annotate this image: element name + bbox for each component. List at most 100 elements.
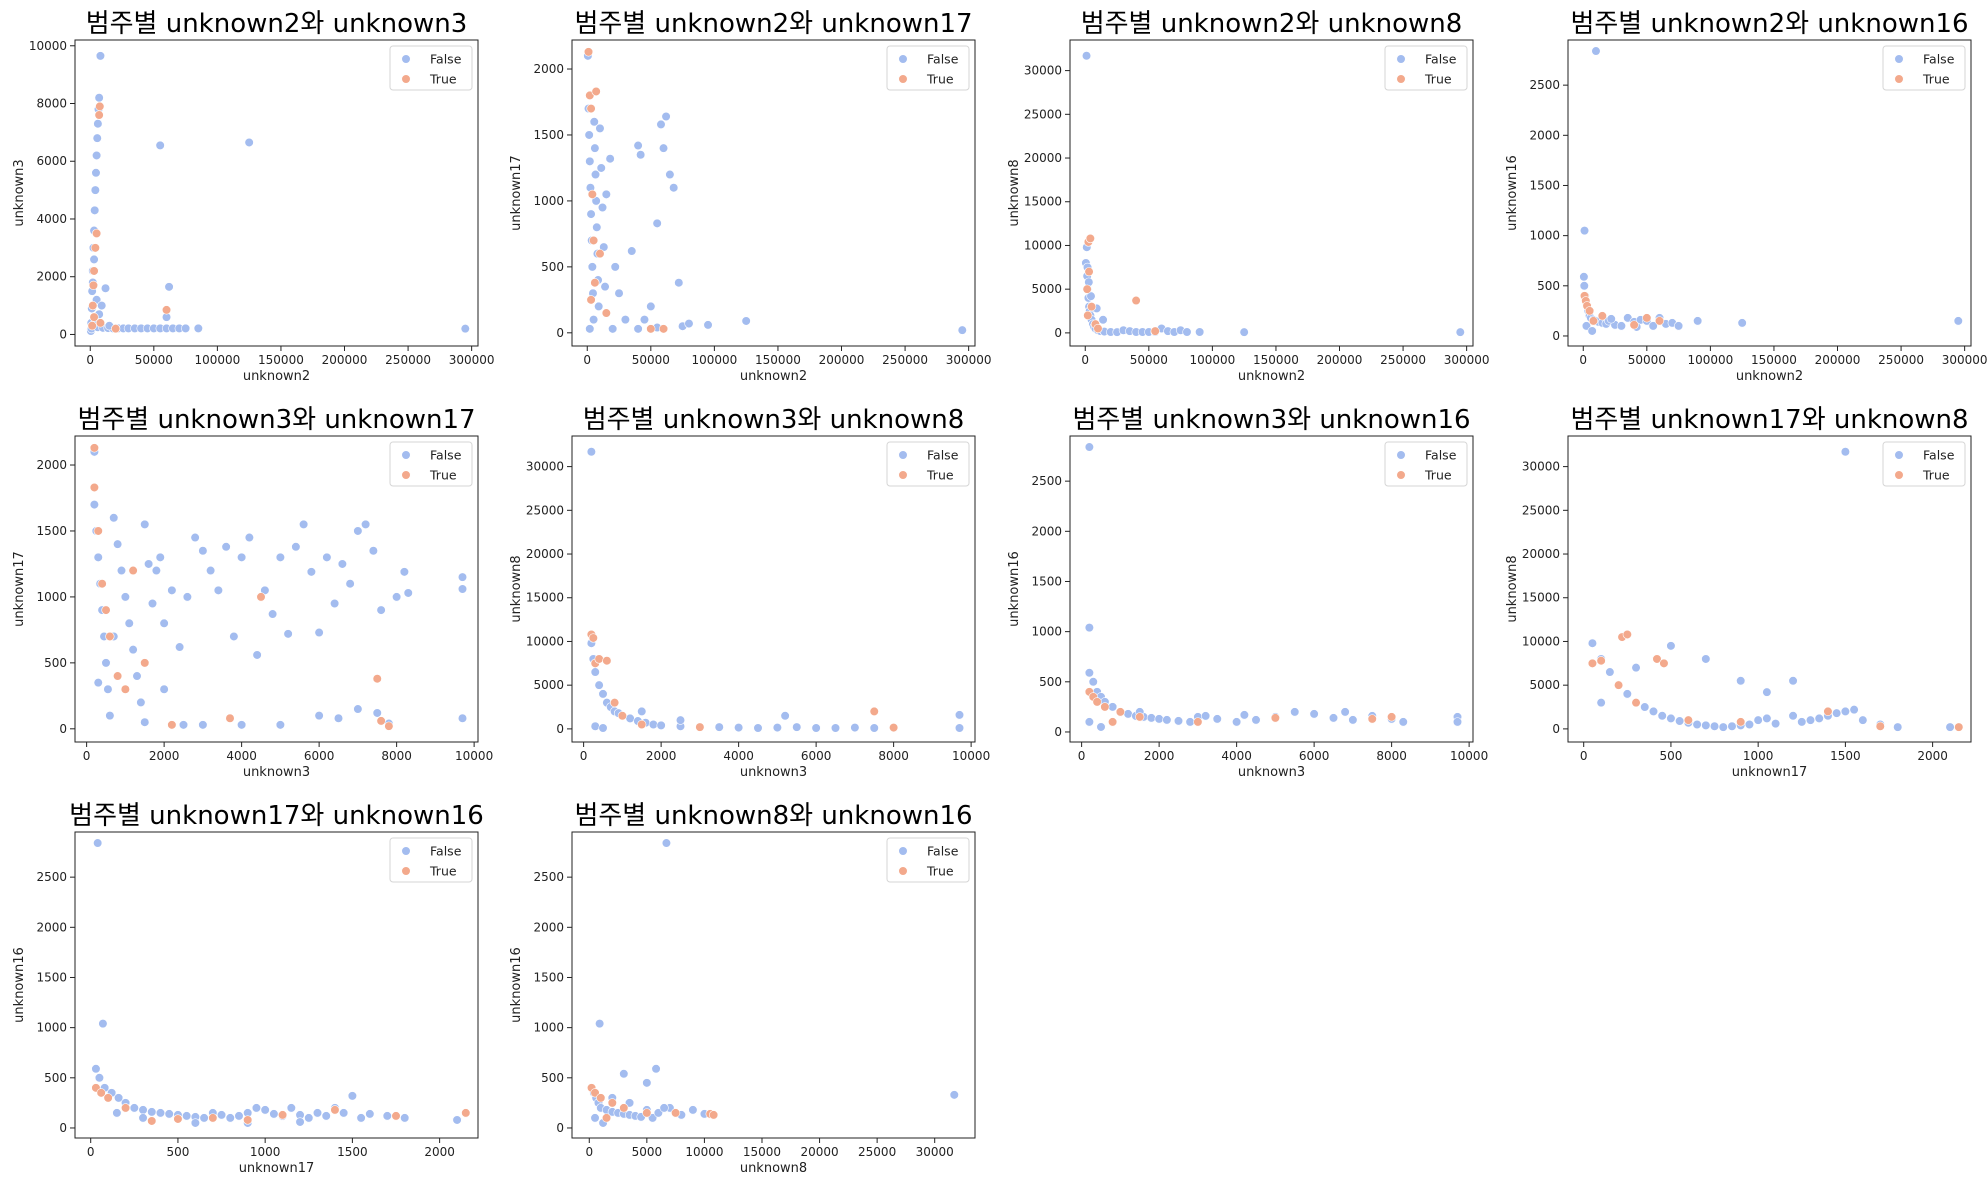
data-point-false (1953, 316, 1963, 326)
data-point-false (1195, 327, 1205, 337)
data-point-false (850, 722, 860, 733)
data-point-true (1093, 323, 1103, 334)
data-point-true (1084, 267, 1094, 277)
y-tick-label: 2500 (1031, 474, 1062, 488)
data-point-false (159, 618, 169, 628)
y-tick-label: 5000 (1529, 678, 1560, 692)
data-point-false (199, 1113, 209, 1123)
y-tick-label: 2500 (533, 870, 564, 884)
data-point-false (182, 592, 192, 602)
y-tick-label: 0 (1054, 725, 1062, 739)
data-point-false (614, 288, 624, 298)
data-point-false (1701, 720, 1711, 730)
y-tick-label: 15000 (1522, 591, 1560, 605)
y-tick-label: 2000 (1529, 128, 1560, 142)
data-point-false (1185, 717, 1195, 727)
y-axis-label: unknown8 (509, 555, 524, 622)
data-point-false (1788, 676, 1798, 686)
data-point-false (353, 526, 363, 536)
x-tick-label: 1000 (1743, 749, 1774, 763)
data-point-false (1675, 716, 1685, 726)
data-point-false (345, 579, 355, 589)
plot-frame (571, 435, 976, 743)
data-point-false (1579, 226, 1590, 236)
data-point-false (1232, 717, 1242, 727)
data-point-true (1652, 654, 1662, 664)
subplot-6: 범주별 unknown3와 unknown8 0 2000 4000 6000 8000 1… (509, 405, 990, 780)
data-point-true (88, 300, 98, 311)
data-point-false (144, 559, 154, 569)
data-point-false (590, 721, 600, 731)
x-axis-label: unknown17 (239, 1161, 315, 1176)
legend-label-false: False (1425, 52, 1457, 67)
y-axis-label: unknown17 (12, 551, 27, 627)
x-tick-label: 0 (1580, 749, 1588, 763)
data-point-false (1108, 702, 1118, 712)
subplot-title: 범주별 unknown3와 unknown16 (1072, 405, 1470, 435)
data-point-false (128, 645, 138, 655)
data-point-false (1893, 722, 1903, 732)
data-point-false (392, 592, 402, 602)
x-tick-label: 8000 (381, 749, 412, 763)
data-point-false (957, 325, 967, 335)
data-point-false (1086, 291, 1096, 301)
subplot-7: 범주별 unknown3와 unknown16 0 2000 4000 6000 8000… (1007, 405, 1488, 780)
data-point-true (594, 654, 604, 664)
x-axis-label: unknown17 (1732, 765, 1808, 780)
data-point-false (1154, 714, 1164, 724)
data-point-true (1367, 714, 1377, 724)
legend-label-false: False (1425, 448, 1457, 463)
legend-label-true: True (429, 468, 457, 483)
data-point-false (457, 584, 468, 594)
data-point-false (182, 1111, 192, 1121)
data-point-false (98, 1019, 108, 1029)
y-tick-label: 5000 (1031, 282, 1062, 296)
data-point-false (608, 324, 618, 334)
data-point-true (590, 1088, 600, 1098)
y-tick-label: 1000 (1031, 625, 1062, 639)
y-tick-label: 1500 (36, 970, 67, 984)
data-point-false (1309, 709, 1319, 719)
data-point-false (594, 680, 604, 690)
y-tick-label: 10000 (1522, 634, 1560, 648)
data-point-false (741, 316, 751, 326)
data-point-false (1788, 711, 1798, 721)
subplot-title: 범주별 unknown2와 unknown17 (574, 9, 972, 39)
x-tick-label: 2000 (646, 749, 677, 763)
legend-label-false: False (430, 844, 462, 859)
data-point-false (1328, 713, 1339, 723)
data-point-true (607, 1098, 617, 1108)
data-point-true (97, 579, 107, 589)
data-point-true (278, 1110, 288, 1120)
subplot-title: 범주별 unknown17와 unknown16 (69, 801, 484, 831)
data-point-false (275, 552, 285, 562)
data-point-false (597, 202, 608, 213)
data-point-true (583, 47, 594, 57)
data-point-true (619, 1103, 629, 1113)
data-point-false (368, 546, 378, 556)
y-tick-label: 5000 (533, 678, 564, 692)
data-point-false (1212, 714, 1222, 724)
legend-label-true: True (1922, 468, 1950, 483)
data-point-false (1832, 708, 1842, 718)
data-point-true (610, 698, 620, 708)
data-point-false (457, 713, 468, 723)
x-tick-label: 0 (1579, 353, 1587, 367)
data-point-false (91, 168, 101, 178)
y-tick-label: 15000 (1024, 195, 1062, 209)
legend-marker-false (1396, 450, 1406, 460)
data-point-false (647, 1113, 658, 1123)
data-point-false (1666, 713, 1676, 723)
data-point-false (356, 1113, 366, 1123)
y-tick-label: 500 (44, 1071, 67, 1085)
data-point-false (151, 565, 161, 576)
data-point-false (268, 609, 278, 619)
data-point-true (128, 565, 138, 576)
data-point-false (94, 1073, 105, 1083)
data-point-true (586, 295, 596, 305)
data-point-true (105, 631, 115, 642)
data-point-true (1875, 721, 1885, 731)
data-point-false (100, 283, 111, 293)
x-tick-label: 200000 (1317, 353, 1363, 367)
